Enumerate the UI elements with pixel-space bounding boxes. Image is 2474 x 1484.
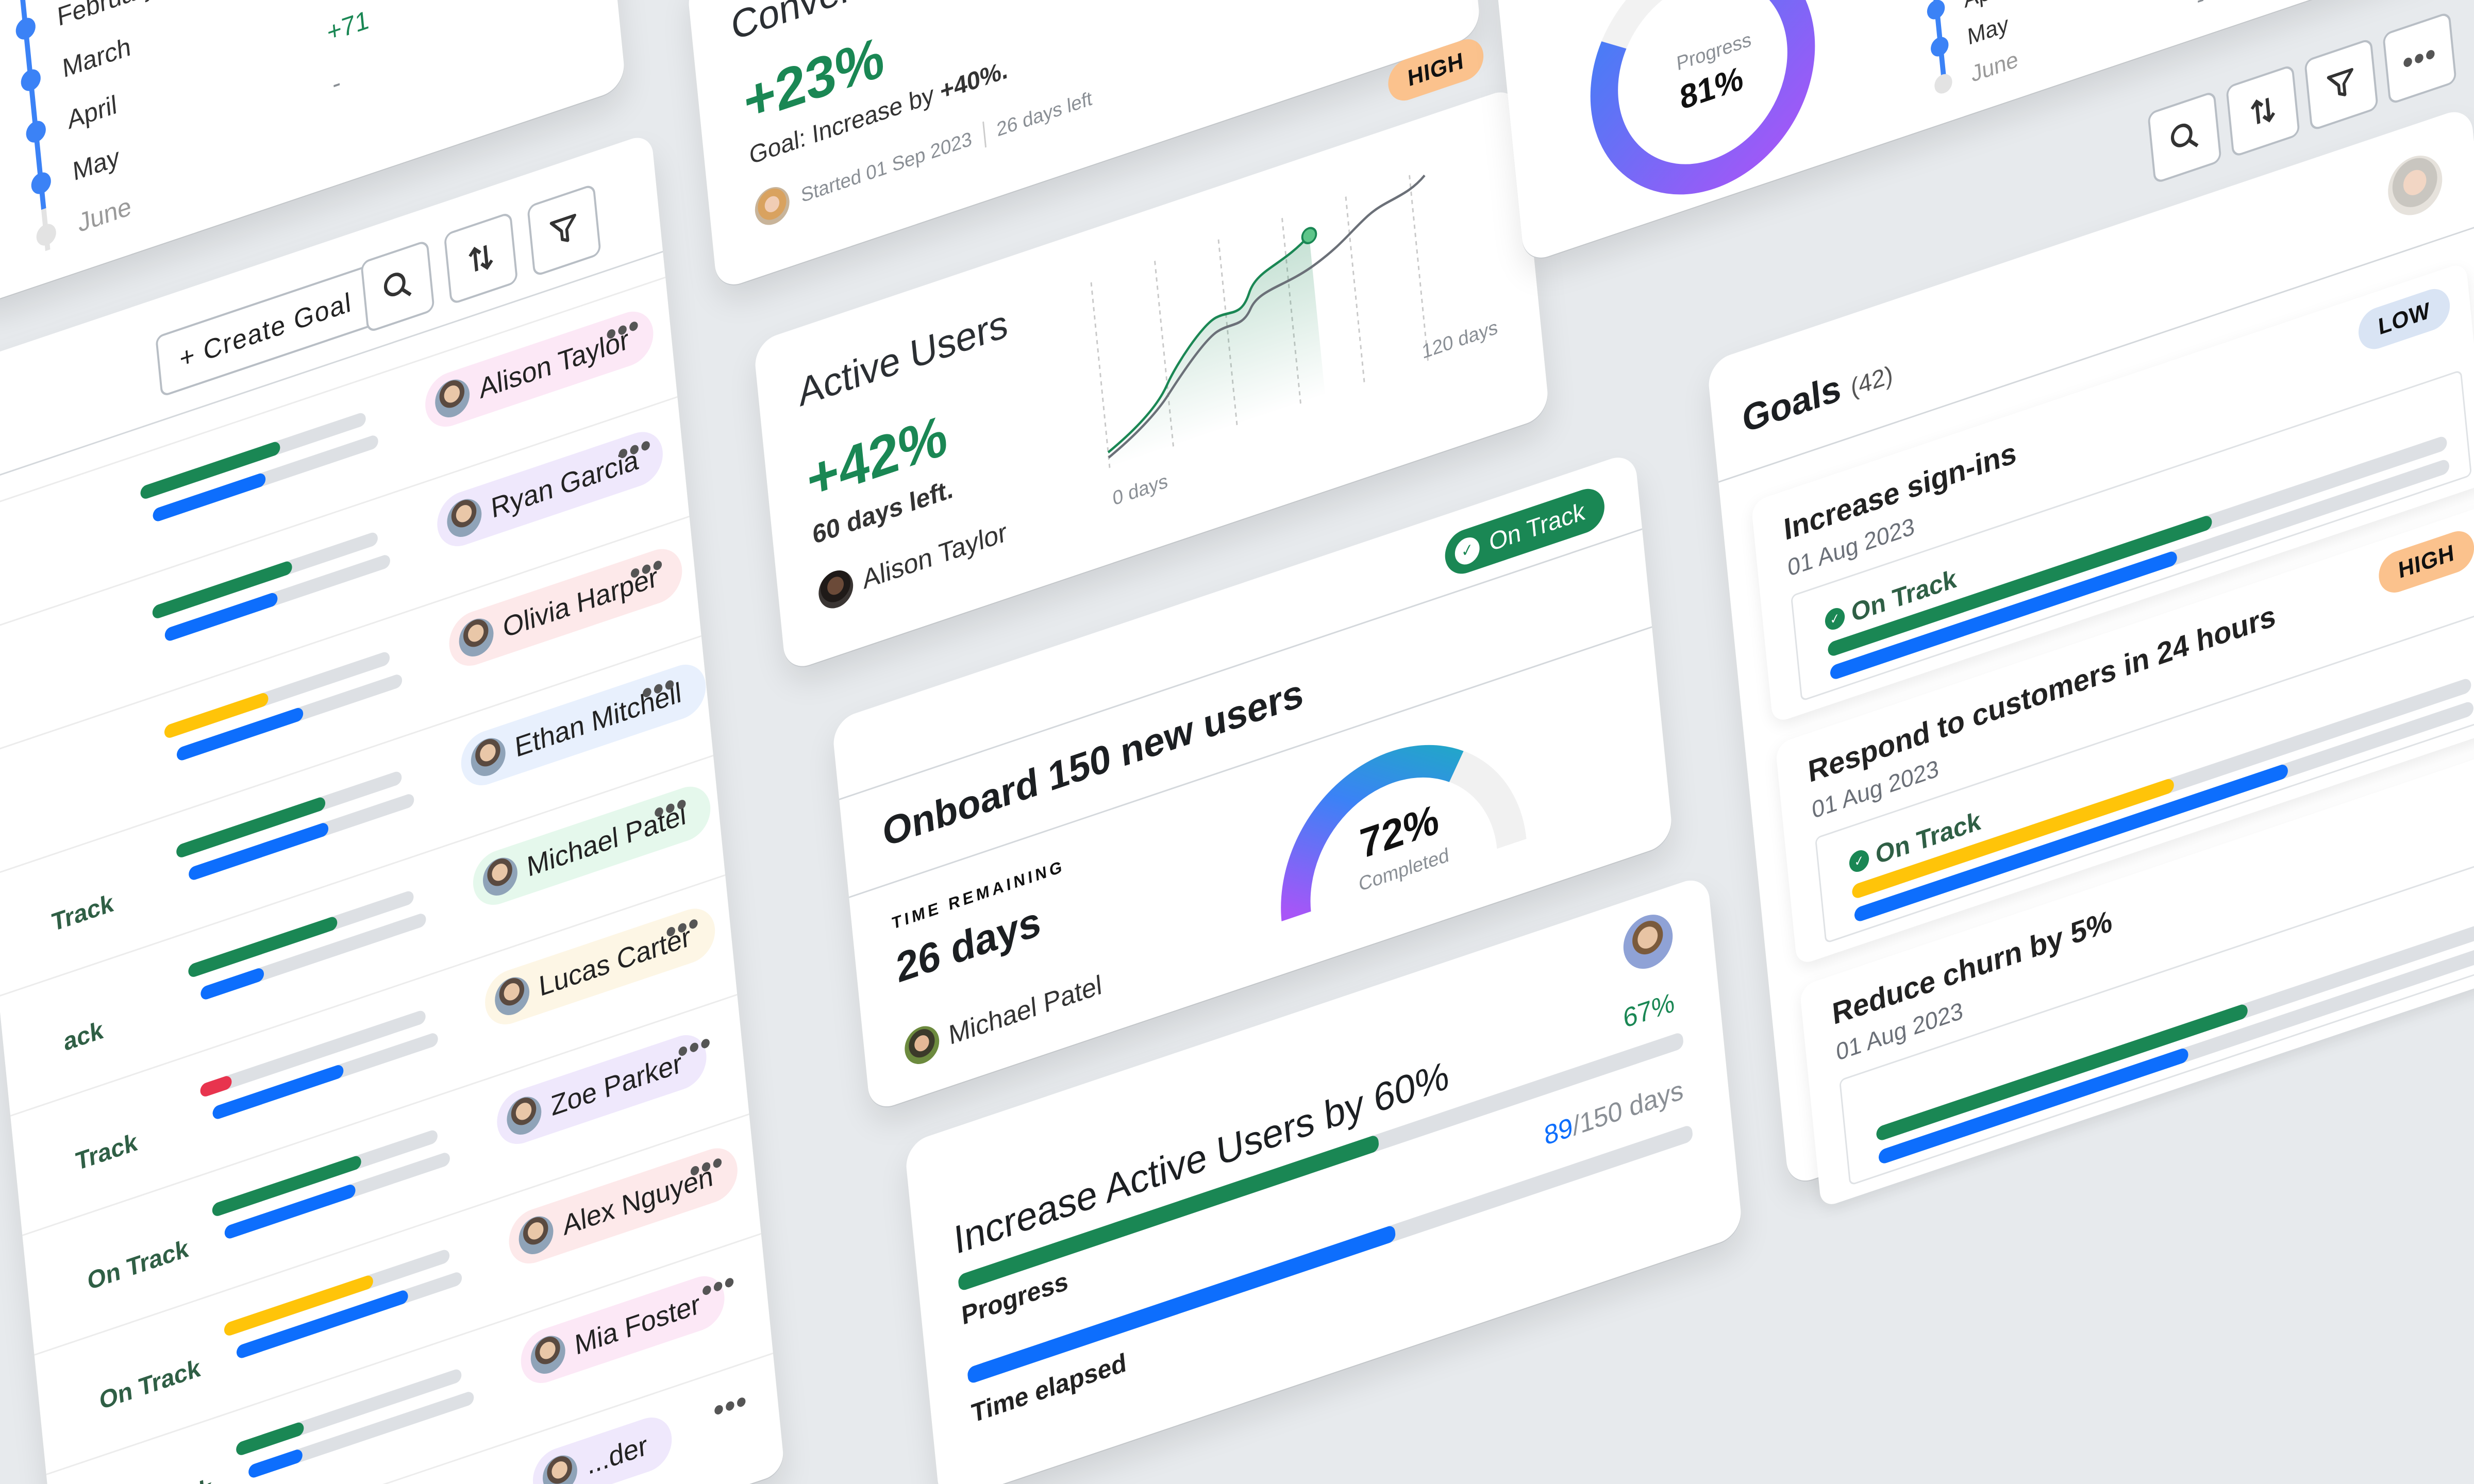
search-button[interactable]	[360, 239, 435, 333]
card-title: Active Users	[796, 301, 1010, 415]
row-status: ack	[62, 1016, 105, 1057]
owner-avatar	[1621, 907, 1675, 976]
goals-toolbar: •••	[1726, 3, 2468, 332]
avatar	[517, 1211, 555, 1259]
active-users-line-chart	[1090, 174, 1429, 468]
timeline-dot	[1930, 34, 1950, 59]
owner: Michael Patel	[903, 967, 1104, 1069]
delta-value: -	[331, 67, 342, 99]
search-icon	[2170, 123, 2199, 147]
check-circle-icon: ✓	[1453, 533, 1481, 568]
row-status: On Track	[98, 1354, 202, 1415]
avatar	[481, 853, 520, 901]
avatar	[493, 972, 531, 1020]
avatar	[529, 1331, 567, 1379]
more-dots-icon: •••	[2401, 35, 2438, 81]
delta-value: -	[2195, 0, 2205, 14]
more-options-button[interactable]: •••	[2382, 11, 2457, 106]
priority-badge: LOW	[2356, 283, 2452, 355]
timeline-dot	[25, 118, 47, 145]
status-badge: ✓ On Track	[1443, 483, 1607, 580]
avatar	[457, 614, 495, 662]
timeline-dot	[35, 221, 57, 248]
avatar	[753, 182, 791, 230]
timeline-dot	[1926, 0, 1946, 22]
avatar	[433, 375, 472, 423]
row-status: On Track	[86, 1234, 190, 1296]
search-button[interactable]	[2147, 90, 2222, 184]
progress-donut	[1590, 0, 1815, 195]
goal-list-panel: + Create Goal Alison Taylor •••	[0, 132, 785, 1484]
check-circle-icon: ✓	[1824, 605, 1846, 633]
timeline-dot	[14, 15, 37, 42]
completion-gauge	[1281, 745, 1527, 921]
timeline-dot	[30, 170, 52, 197]
owner-chip[interactable]: ...der	[530, 1410, 675, 1484]
row-status: Track	[74, 1128, 139, 1176]
search-icon	[383, 273, 412, 297]
increase-leads-card: Increase leads by 50% TIME REMAINING 26 …	[1478, 0, 2455, 264]
row-status: On Track	[110, 1473, 214, 1484]
delta-value: +71	[326, 5, 371, 48]
row-more-icon[interactable]: •••	[712, 1382, 749, 1429]
month-label: May	[1966, 11, 2010, 50]
sort-arrows-icon	[469, 245, 493, 272]
timeline-dot	[1933, 71, 1953, 96]
panel-title: Goals (42)	[1741, 361, 1894, 441]
avatar	[469, 733, 507, 781]
active-users-card: HIGH Active Users +42% 60 days left. Ali…	[753, 33, 1550, 673]
check-circle-icon: ✓	[1848, 847, 1870, 875]
timeline-dot	[20, 66, 42, 94]
sort-button[interactable]	[2226, 64, 2300, 158]
divider	[982, 121, 987, 148]
filter-button[interactable]	[527, 183, 601, 277]
progress-pct: 67%	[1622, 987, 1676, 1035]
row-more-icon[interactable]: •••	[676, 1024, 713, 1070]
avatar	[903, 1021, 941, 1069]
row-more-icon[interactable]: •••	[699, 1263, 738, 1309]
priority-badge: HIGH	[2377, 526, 2474, 598]
filter-button[interactable]	[2304, 38, 2379, 132]
onboard-users-card: ✓ On Track Onboard 150 new users TIME RE…	[831, 451, 1674, 1114]
current-user-avatar[interactable]	[2385, 148, 2445, 223]
filter-icon	[2327, 68, 2353, 96]
sort-arrows-icon	[2250, 97, 2276, 125]
sort-button[interactable]	[443, 211, 519, 306]
avatar	[541, 1451, 579, 1484]
filter-icon	[549, 213, 576, 242]
row-status: Track	[51, 889, 115, 937]
avatar	[445, 494, 483, 542]
avatar	[505, 1092, 543, 1140]
create-goal-button[interactable]: + Create Goal	[155, 264, 377, 398]
avatar	[817, 565, 855, 613]
